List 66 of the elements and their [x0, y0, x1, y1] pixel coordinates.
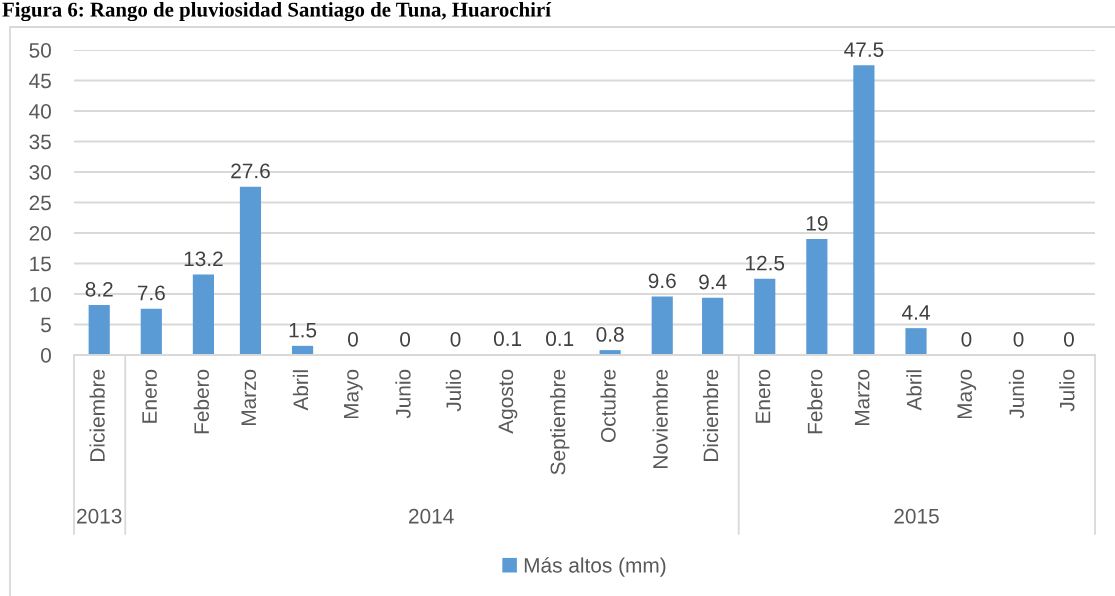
y-tick-label: 5 [41, 317, 51, 333]
bar [140, 308, 162, 355]
y-tick-label: 50 [29, 43, 51, 58]
data-label: 7.6 [137, 285, 165, 301]
y-tick-label: 0 [41, 348, 51, 363]
x-tick-label: Diciembre [89, 369, 105, 461]
data-label: 12.5 [746, 255, 785, 271]
bar [853, 65, 875, 355]
y-tick-label: 25 [29, 195, 51, 211]
x-tick-label: Junio [395, 369, 411, 419]
data-label: 13.2 [184, 251, 223, 267]
x-tick-label: Noviembre [652, 369, 668, 468]
data-label: 0 [961, 331, 972, 347]
bar [905, 328, 927, 355]
x-tick-label: Marzo [854, 369, 870, 426]
text: 2014 [409, 508, 454, 524]
data-label: 4.4 [902, 305, 930, 320]
data-label: 19 [806, 216, 828, 231]
x-tick-label: Febero [193, 369, 209, 434]
data-label: 0.8 [596, 327, 624, 342]
x-tick-label: Julio [445, 369, 462, 412]
data-label: 0 [400, 331, 411, 347]
x-tick-label: Enero [755, 369, 771, 423]
data-label: 0 [450, 331, 461, 347]
bar [806, 239, 828, 355]
x-tick-label: Febero [807, 369, 823, 434]
chart-title: Figura 6: Rango de pluviosidad Santiago de Tuna, Huarochirí [2, 2, 552, 22]
text: 2015 [894, 508, 939, 524]
data-label: 1.5 [289, 323, 317, 338]
bar [192, 274, 214, 355]
x-tick-label: Diciembre [702, 369, 719, 461]
bar [239, 186, 262, 355]
data-label: 27.6 [231, 163, 270, 179]
x-tick-label: Marzo [241, 369, 257, 426]
y-tick-label: 45 [29, 73, 51, 89]
data-label: 8.2 [85, 281, 113, 297]
x-tick-label: Agosto [498, 369, 518, 434]
legend-label: Más altos (mm) [524, 557, 666, 577]
data-label: 47.5 [844, 42, 884, 57]
x-tick-label: Mayo [344, 369, 363, 419]
x-tick-label: Abril [292, 370, 309, 411]
x-tick-label: Julio [1059, 369, 1075, 412]
y-tick-label: 40 [29, 104, 51, 119]
x-tick-label: Junio [1008, 369, 1025, 419]
data-label: 9.6 [648, 273, 676, 289]
y-tick-label: 10 [30, 287, 51, 302]
data-label: 0 [348, 331, 358, 347]
bar [702, 297, 724, 355]
data-label: 9.4 [699, 274, 727, 290]
data-label: 0 [1063, 331, 1074, 347]
x-tick-label: Abril [906, 370, 922, 411]
bar [754, 278, 776, 355]
y-tick-label: 15 [30, 256, 51, 272]
data-label: 0 [1013, 331, 1024, 347]
data-label: 0.1 [546, 331, 574, 347]
x-tick-label: Octubre [600, 369, 616, 442]
y-tick-label: 30 [29, 165, 51, 180]
y-tick-label: 20 [29, 226, 51, 241]
x-tick-label: Enero [142, 369, 157, 423]
x-tick-label: Septiembre [550, 369, 570, 475]
bar [651, 296, 673, 355]
data-label: 0.1 [493, 331, 522, 347]
y-tick-label: 35 [29, 134, 51, 150]
bar [88, 304, 110, 355]
text: 2013 [77, 508, 122, 524]
x-tick-label: Mayo [957, 369, 977, 419]
